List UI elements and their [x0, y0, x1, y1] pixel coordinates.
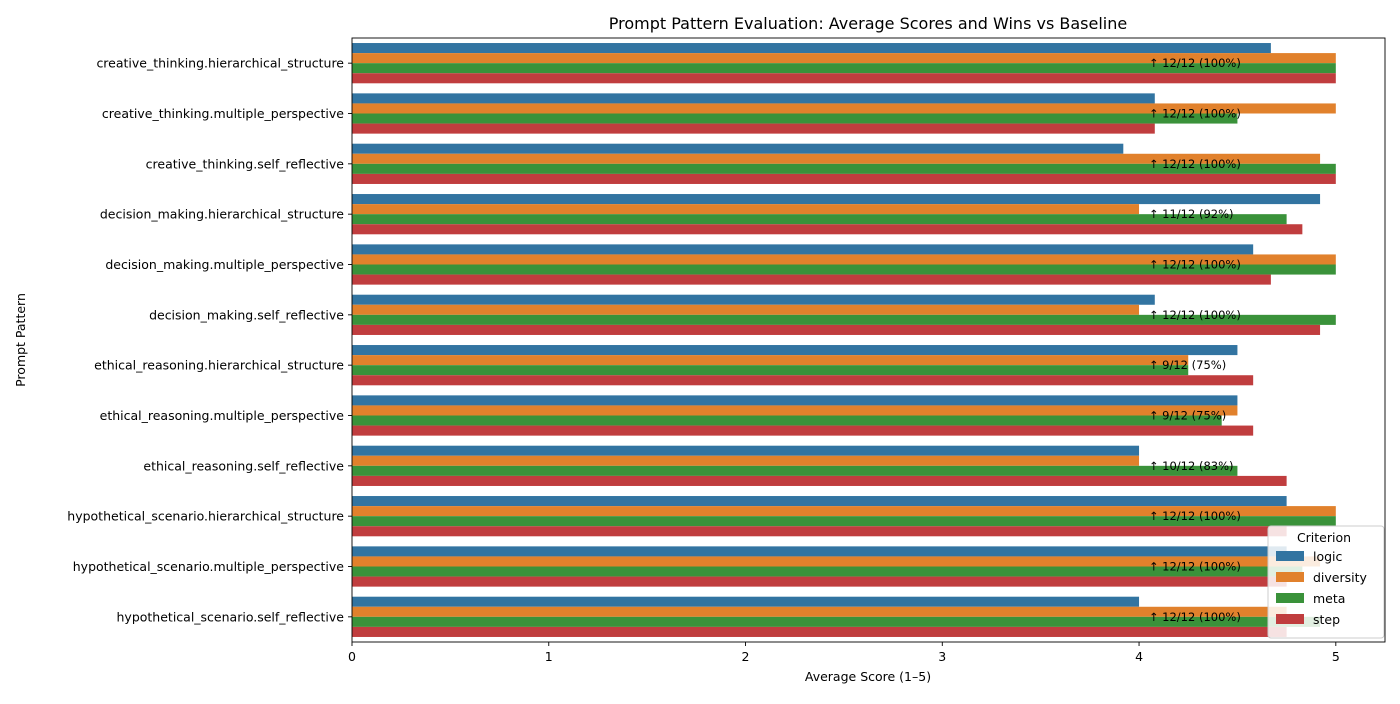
- bar-meta-10: [352, 566, 1303, 577]
- bar-logic-7: [352, 395, 1238, 406]
- bar-step-6: [352, 375, 1254, 386]
- bar-step-4: [352, 274, 1271, 285]
- bar-meta-5: [352, 314, 1336, 325]
- bar-logic-9: [352, 496, 1287, 507]
- win-annotation: ↑ 12/12 (100%): [1149, 258, 1241, 272]
- win-annotation: ↑ 12/12 (100%): [1149, 56, 1241, 70]
- x-tick-label: 3: [938, 649, 946, 664]
- legend-swatch-step: [1276, 614, 1304, 624]
- win-annotation: ↑ 12/12 (100%): [1149, 610, 1241, 624]
- x-axis-label: Average Score (1–5): [805, 669, 931, 684]
- bar-diversity-8: [352, 455, 1140, 466]
- y-axis-label: Prompt Pattern: [13, 293, 28, 387]
- win-annotation: ↑ 9/12 (75%): [1149, 358, 1226, 372]
- bar-meta-2: [352, 163, 1336, 174]
- annotations-group: ↑ 12/12 (100%) ↑ 12/12 (100%) ↑ 12/12 (100…: [1149, 56, 1241, 624]
- y-tick-label: ethical_reasoning.hierarchical_structure: [94, 358, 344, 373]
- legend-label-step: step: [1313, 612, 1340, 627]
- y-tick-label: creative_thinking.multiple_perspective: [102, 106, 344, 121]
- win-annotation: ↑ 10/12 (83%): [1149, 459, 1234, 473]
- legend-label-logic: logic: [1313, 549, 1343, 564]
- bar-step-3: [352, 224, 1303, 235]
- bar-meta-11: [352, 616, 1321, 627]
- legend-label-diversity: diversity: [1313, 570, 1368, 585]
- x-tick-label: 5: [1332, 649, 1340, 664]
- bar-meta-3: [352, 214, 1287, 225]
- x-tick-label: 4: [1135, 649, 1143, 664]
- bar-diversity-10: [352, 556, 1321, 567]
- bar-diversity-1: [352, 103, 1336, 114]
- bar-diversity-6: [352, 355, 1189, 366]
- bar-logic-0: [352, 43, 1271, 54]
- bar-diversity-11: [352, 606, 1287, 617]
- bar-logic-6: [352, 345, 1238, 356]
- y-tick-label: decision_making.hierarchical_structure: [100, 207, 344, 222]
- bar-step-2: [352, 173, 1336, 184]
- bar-meta-7: [352, 415, 1222, 426]
- bar-diversity-7: [352, 405, 1238, 416]
- y-tick-label: creative_thinking.hierarchical_structure: [96, 56, 344, 71]
- bar-step-0: [352, 73, 1336, 84]
- bar-step-10: [352, 576, 1287, 587]
- bar-logic-11: [352, 596, 1140, 607]
- win-annotation: ↑ 12/12 (100%): [1149, 107, 1241, 121]
- bar-diversity-4: [352, 254, 1336, 265]
- bar-meta-4: [352, 264, 1336, 275]
- win-annotation: ↑ 12/12 (100%): [1149, 157, 1241, 171]
- x-tick-label: 2: [742, 649, 750, 664]
- bar-logic-8: [352, 445, 1140, 456]
- legend: Criterion logic diversity meta step: [1267, 525, 1385, 639]
- bar-meta-9: [352, 516, 1336, 527]
- win-annotation: ↑ 12/12 (100%): [1149, 560, 1241, 574]
- legend-swatch-diversity: [1276, 572, 1304, 582]
- bar-diversity-2: [352, 153, 1321, 164]
- bar-diversity-3: [352, 204, 1140, 215]
- y-tick-label: ethical_reasoning.self_reflective: [143, 458, 344, 473]
- y-tick-label: creative_thinking.self_reflective: [146, 156, 345, 171]
- legend-swatch-logic: [1276, 551, 1304, 561]
- bar-step-1: [352, 123, 1155, 134]
- x-axis-ticks: 0 1 2 3 4 5: [348, 642, 1340, 664]
- legend-items: logic diversity meta step: [1276, 549, 1368, 627]
- y-tick-label: decision_making.multiple_perspective: [105, 257, 344, 272]
- y-tick-label: decision_making.self_reflective: [149, 307, 344, 322]
- legend-swatch-meta: [1276, 593, 1304, 603]
- y-tick-label: hypothetical_scenario.self_reflective: [117, 609, 345, 624]
- bar-step-5: [352, 324, 1321, 335]
- y-tick-label: ethical_reasoning.multiple_perspective: [100, 408, 345, 423]
- bar-diversity-9: [352, 506, 1336, 517]
- bar-logic-5: [352, 294, 1155, 305]
- bar-logic-2: [352, 143, 1124, 154]
- win-annotation: ↑ 9/12 (75%): [1149, 409, 1226, 423]
- plot-frame: [351, 37, 1386, 643]
- y-tick-label: hypothetical_scenario.multiple_perspecti…: [73, 559, 345, 574]
- x-tick-label: 1: [545, 649, 553, 664]
- bar-step-8: [352, 475, 1287, 486]
- legend-label-meta: meta: [1313, 591, 1345, 606]
- win-annotation: ↑ 11/12 (92%): [1149, 207, 1234, 221]
- bar-diversity-5: [352, 304, 1140, 315]
- bar-logic-3: [352, 194, 1321, 205]
- bar-meta-0: [352, 63, 1336, 74]
- bar-meta-6: [352, 365, 1189, 376]
- y-tick-label: hypothetical_scenario.hierarchical_struc…: [67, 509, 344, 524]
- bar-logic-1: [352, 93, 1155, 104]
- bar-meta-1: [352, 113, 1238, 124]
- x-tick-label: 0: [348, 649, 356, 664]
- win-annotation: ↑ 12/12 (100%): [1149, 509, 1241, 523]
- bars-group: [352, 43, 1336, 637]
- bar-step-11: [352, 626, 1287, 637]
- bar-diversity-0: [352, 53, 1336, 64]
- bar-step-9: [352, 526, 1287, 537]
- bar-step-7: [352, 425, 1254, 436]
- bar-logic-4: [352, 244, 1254, 255]
- legend-title: Criterion: [1297, 530, 1351, 545]
- y-axis-ticks: creative_thinking.hierarchical_structure…: [67, 56, 352, 624]
- chart-title: Prompt Pattern Evaluation: Average Score…: [609, 14, 1127, 33]
- win-annotation: ↑ 12/12 (100%): [1149, 308, 1241, 322]
- bar-logic-10: [352, 546, 1287, 557]
- bar-meta-8: [352, 465, 1238, 476]
